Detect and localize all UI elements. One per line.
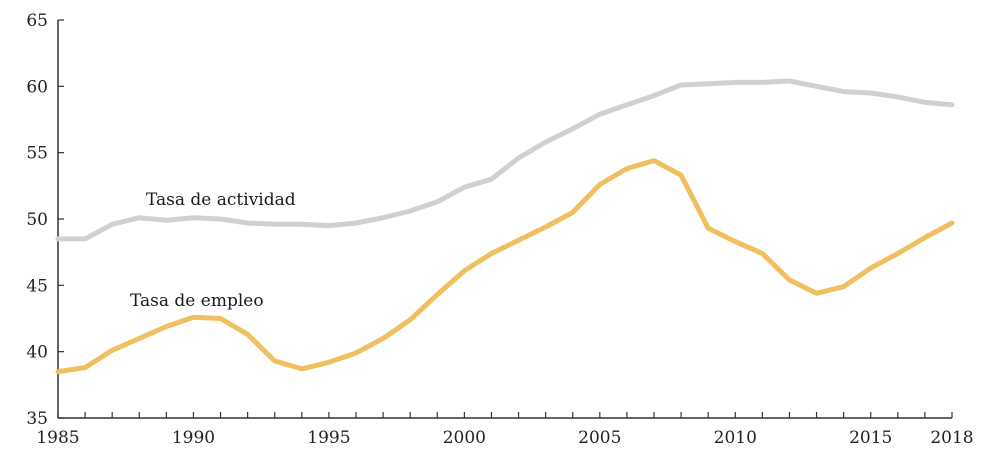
y-tick-label: 40 bbox=[26, 343, 48, 363]
y-tick-label: 65 bbox=[26, 11, 48, 31]
y-axis-ticks: 35 40 45 50 55 60 65 bbox=[26, 11, 64, 429]
x-axis-ticks: 1985 1990 1995 2000 2005 2010 2015 2018 bbox=[36, 412, 974, 448]
y-tick-label: 50 bbox=[26, 210, 48, 230]
y-tick-label: 45 bbox=[26, 276, 48, 296]
x-tick-label: 2010 bbox=[714, 428, 757, 448]
series-label-tasa-de-actividad: Tasa de actividad bbox=[146, 190, 296, 210]
y-tick-label: 55 bbox=[26, 144, 48, 164]
x-tick-label: 1995 bbox=[307, 428, 350, 448]
series-label-tasa-de-empleo: Tasa de empleo bbox=[130, 291, 264, 311]
y-tick-label: 60 bbox=[26, 77, 48, 97]
series-line-tasa-de-empleo bbox=[55, 158, 955, 375]
y-tick-label: 35 bbox=[26, 409, 48, 429]
series-lines bbox=[55, 78, 955, 375]
x-tick-label: 1990 bbox=[172, 428, 215, 448]
x-tick-label: 1985 bbox=[36, 428, 79, 448]
x-tick-label: 2000 bbox=[443, 428, 486, 448]
series-line-tasa-de-actividad bbox=[55, 78, 955, 242]
x-tick-label: 2015 bbox=[849, 428, 892, 448]
x-tick-label: 2018 bbox=[930, 428, 973, 448]
x-tick-label: 2005 bbox=[578, 428, 621, 448]
